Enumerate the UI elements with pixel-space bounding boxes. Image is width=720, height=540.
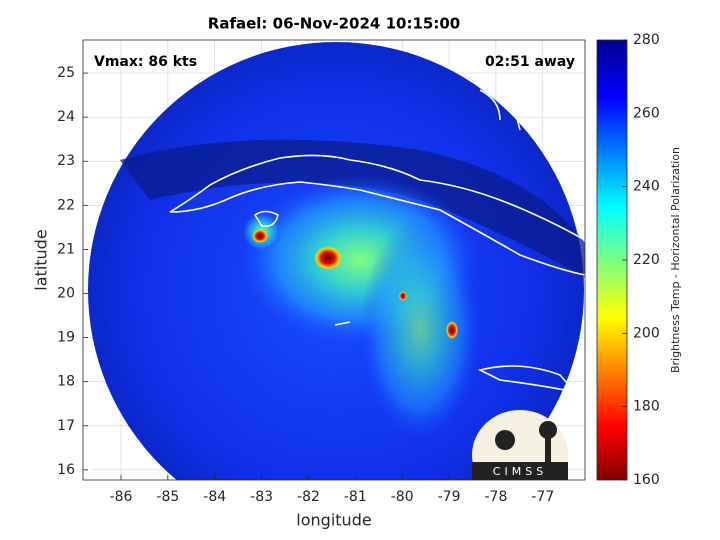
x-tick-label: -82 [297,489,320,505]
x-tick-label: -79 [438,489,461,505]
plot-frame [82,39,586,481]
y-tick-label: 25 [57,65,75,81]
y-tick-label: 16 [57,462,75,478]
colorbar-tick-label: 160 [633,472,660,488]
y-tick-label: 21 [57,241,75,257]
y-tick-label: 20 [57,286,75,302]
colorbar-tick-label: 200 [633,325,660,341]
coastlines [87,79,585,471]
y-axis-label: latitude [32,229,51,290]
y-tick-label: 22 [57,197,75,213]
cell [399,291,407,301]
time-away-label: 02:51 away [485,54,575,70]
y-tick-label: 17 [57,418,75,434]
x-tick-label: -77 [531,489,554,505]
x-axis-label: longitude [296,511,371,530]
colorbar-label: Brightness Temp - Horizontal Polarizatio… [669,147,682,373]
cell [252,229,268,243]
satellite-image: CIMSS [87,42,585,480]
x-tick-label: -83 [250,489,273,505]
dry-band [120,139,585,278]
rain-band [360,220,480,440]
x-tick-label: -86 [110,489,133,505]
y-tick-label: 24 [57,109,75,125]
cell [446,321,458,339]
y-tick-label: 23 [57,153,75,169]
colorbar-tick-label: 280 [633,32,660,48]
x-tick-label: -78 [485,489,508,505]
x-tick-label: -81 [344,489,367,505]
vmax-label: Vmax: 86 kts [94,54,197,70]
logo-text: CIMSS [493,465,547,478]
colorbar-tick-label: 240 [633,179,660,195]
plot-area: CIMSS -86 -85 -84 -83 -82 -81 -80 -79 -78 -77 16 17… [57,39,586,505]
colorbar-tick-label: 260 [633,105,660,121]
x-tick-label: -80 [391,489,414,505]
colorbar-tick-label: 180 [633,399,660,415]
x-tick-label: -84 [203,489,226,505]
map-title: Rafael: 06-Nov-2024 10:15:00 [208,15,460,33]
y-tick-label: 19 [57,330,75,346]
cimss-logo: CIMSS [472,410,568,480]
x-tick-label: -85 [156,489,179,505]
y-tick-label: 18 [57,374,75,390]
colorbar-tick-label: 220 [633,252,660,268]
eyewall [314,246,342,270]
